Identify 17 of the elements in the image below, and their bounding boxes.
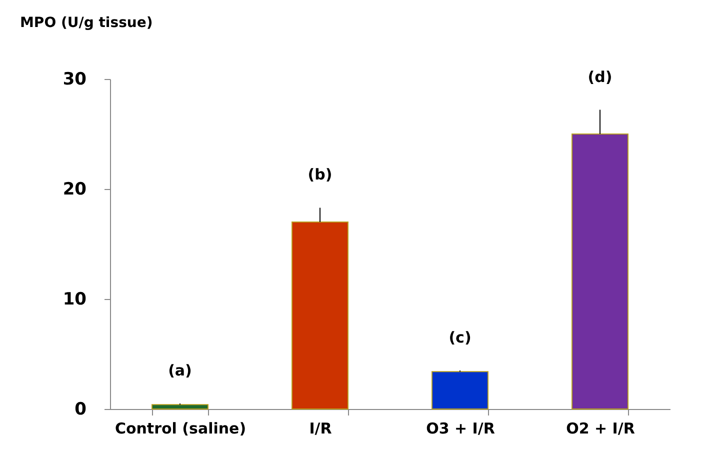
y-tick-label: 0 [74,400,87,420]
y-tick-label: 20 [62,180,87,200]
x-tick-label: O2 + I/R [566,420,636,438]
annotation: (b) [308,166,332,184]
bar [572,134,628,410]
x-tick-label: I/R [309,420,332,438]
bar [432,371,488,410]
annotation: (d) [588,68,612,86]
bar [292,222,348,410]
x-tick-label: Control (saline) [114,420,246,438]
annotation: (c) [448,328,472,346]
y-tick-label: 30 [62,70,87,90]
y-axis-title: MPO (U/g tissue) [20,14,153,31]
annotation: (a) [168,362,192,380]
bar [152,404,208,410]
x-tick-label: O3 + I/R [426,420,496,438]
y-tick-label: 10 [62,290,87,310]
